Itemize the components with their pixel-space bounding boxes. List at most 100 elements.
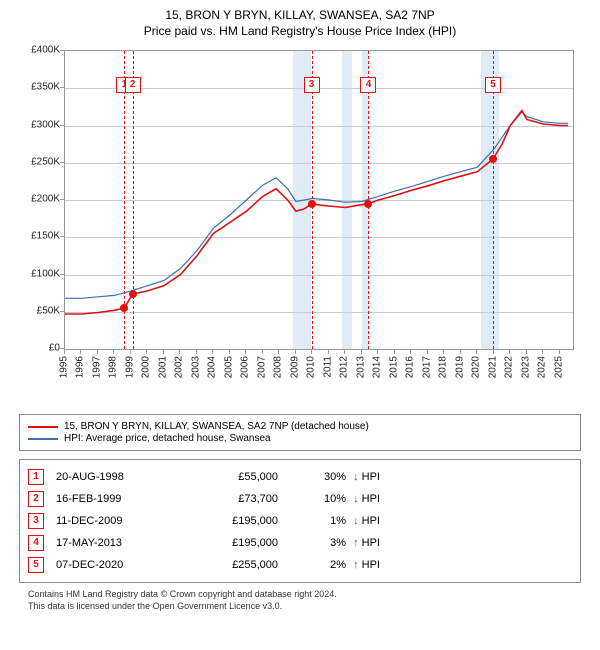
x-tick <box>476 350 477 354</box>
y-axis-label: £400K <box>20 45 60 56</box>
x-axis-label: 2007 <box>256 356 267 378</box>
line-series <box>65 51 573 349</box>
chart-area: 12345 £0£50K£100K£150K£200K£250K£300K£35… <box>20 46 580 406</box>
x-axis-label: 2019 <box>454 356 465 378</box>
x-axis-label: 2006 <box>240 356 251 378</box>
x-axis-label: 1998 <box>108 356 119 378</box>
row-price: £73,700 <box>188 493 278 505</box>
footer-line: Contains HM Land Registry data © Crown c… <box>28 589 572 601</box>
sale-marker-badge: 4 <box>360 77 376 93</box>
x-tick <box>328 350 329 354</box>
transactions-table: 120-AUG-1998£55,00030% ↓ HPI216-FEB-1999… <box>19 459 581 583</box>
x-tick <box>212 350 213 354</box>
legend-swatch <box>28 438 58 440</box>
y-tick <box>60 125 64 126</box>
plot-area: 12345 <box>64 50 574 350</box>
sale-marker-dot <box>308 200 316 208</box>
y-tick <box>60 199 64 200</box>
footer-line: This data is licensed under the Open Gov… <box>28 601 572 613</box>
legend-box: 15, BRON Y BRYN, KILLAY, SWANSEA, SA2 7N… <box>19 414 581 451</box>
x-tick <box>344 350 345 354</box>
x-tick <box>410 350 411 354</box>
chart-subtitle: Price paid vs. HM Land Registry's House … <box>8 24 592 38</box>
x-tick <box>443 350 444 354</box>
x-axis-label: 2015 <box>388 356 399 378</box>
x-tick <box>196 350 197 354</box>
y-tick <box>60 348 64 349</box>
x-axis-label: 2005 <box>223 356 234 378</box>
row-hpi: 1% ↓ HPI <box>290 515 380 527</box>
sale-marker-badge: 5 <box>485 77 501 93</box>
x-axis-label: 2009 <box>289 356 300 378</box>
x-tick <box>262 350 263 354</box>
row-hpi: 3% ↑ HPI <box>290 537 380 549</box>
x-tick <box>179 350 180 354</box>
x-tick <box>245 350 246 354</box>
row-price: £55,000 <box>188 471 278 483</box>
row-hpi: 30% ↓ HPI <box>290 471 380 483</box>
x-tick <box>130 350 131 354</box>
sale-marker-badge: 2 <box>125 77 141 93</box>
x-tick <box>542 350 543 354</box>
row-date: 07-DEC-2020 <box>56 559 176 571</box>
arrow-up-icon: ↑ <box>353 559 359 571</box>
x-tick <box>311 350 312 354</box>
arrow-down-icon: ↓ <box>353 515 359 527</box>
y-tick <box>60 87 64 88</box>
row-price: £195,000 <box>188 515 278 527</box>
y-tick <box>60 50 64 51</box>
table-row: 2 16-FEB-1999 £73,700 10% ↓ HPI <box>28 488 572 510</box>
x-tick <box>394 350 395 354</box>
legend-swatch <box>28 426 58 428</box>
table-row: 311-DEC-2009£195,0001% ↓ HPI <box>28 510 572 532</box>
x-tick <box>509 350 510 354</box>
y-axis-label: £50K <box>20 305 60 316</box>
footer-attribution: Contains HM Land Registry data © Crown c… <box>28 589 572 612</box>
sale-marker-dot <box>364 200 372 208</box>
x-tick <box>163 350 164 354</box>
y-axis-label: £0 <box>20 343 60 354</box>
sale-marker-dot <box>489 155 497 163</box>
y-tick <box>60 311 64 312</box>
row-hpi: 2% ↑ HPI <box>290 559 380 571</box>
row-date: 20-AUG-1998 <box>56 471 176 483</box>
sale-marker-badge: 3 <box>304 77 320 93</box>
row-price: £255,000 <box>188 559 278 571</box>
row-date: 17-MAY-2013 <box>56 537 176 549</box>
x-axis-label: 2023 <box>520 356 531 378</box>
x-axis-label: 2013 <box>355 356 366 378</box>
x-tick <box>377 350 378 354</box>
x-tick <box>64 350 65 354</box>
sale-marker-line <box>133 51 134 349</box>
x-axis-label: 2021 <box>487 356 498 378</box>
x-axis-label: 2024 <box>537 356 548 378</box>
sale-marker-line <box>493 51 494 349</box>
row-badge: 3 <box>28 513 44 529</box>
y-axis-label: £300K <box>20 119 60 130</box>
x-axis-label: 2025 <box>553 356 564 378</box>
arrow-down-icon: ↓ <box>353 493 359 505</box>
x-axis-label: 2017 <box>421 356 432 378</box>
x-axis-label: 2020 <box>471 356 482 378</box>
x-axis-label: 1997 <box>91 356 102 378</box>
x-tick <box>460 350 461 354</box>
x-tick <box>113 350 114 354</box>
x-axis-label: 2008 <box>273 356 284 378</box>
x-axis-label: 2010 <box>306 356 317 378</box>
row-badge: 2 <box>28 491 44 507</box>
arrow-down-icon: ↓ <box>353 471 359 483</box>
row-date: 16-FEB-1999 <box>56 493 176 505</box>
x-axis-label: 2000 <box>141 356 152 378</box>
row-badge: 5 <box>28 557 44 573</box>
chart-title: 15, BRON Y BRYN, KILLAY, SWANSEA, SA2 7N… <box>8 8 592 22</box>
legend-row: HPI: Average price, detached house, Swan… <box>28 433 572 444</box>
x-tick <box>278 350 279 354</box>
legend-label: HPI: Average price, detached house, Swan… <box>64 433 271 444</box>
row-hpi: 10% ↓ HPI <box>290 493 380 505</box>
x-tick <box>295 350 296 354</box>
table-row: 120-AUG-1998£55,00030% ↓ HPI <box>28 466 572 488</box>
y-axis-label: £100K <box>20 268 60 279</box>
sale-marker-dot <box>129 290 137 298</box>
y-axis-label: £250K <box>20 156 60 167</box>
x-tick <box>146 350 147 354</box>
